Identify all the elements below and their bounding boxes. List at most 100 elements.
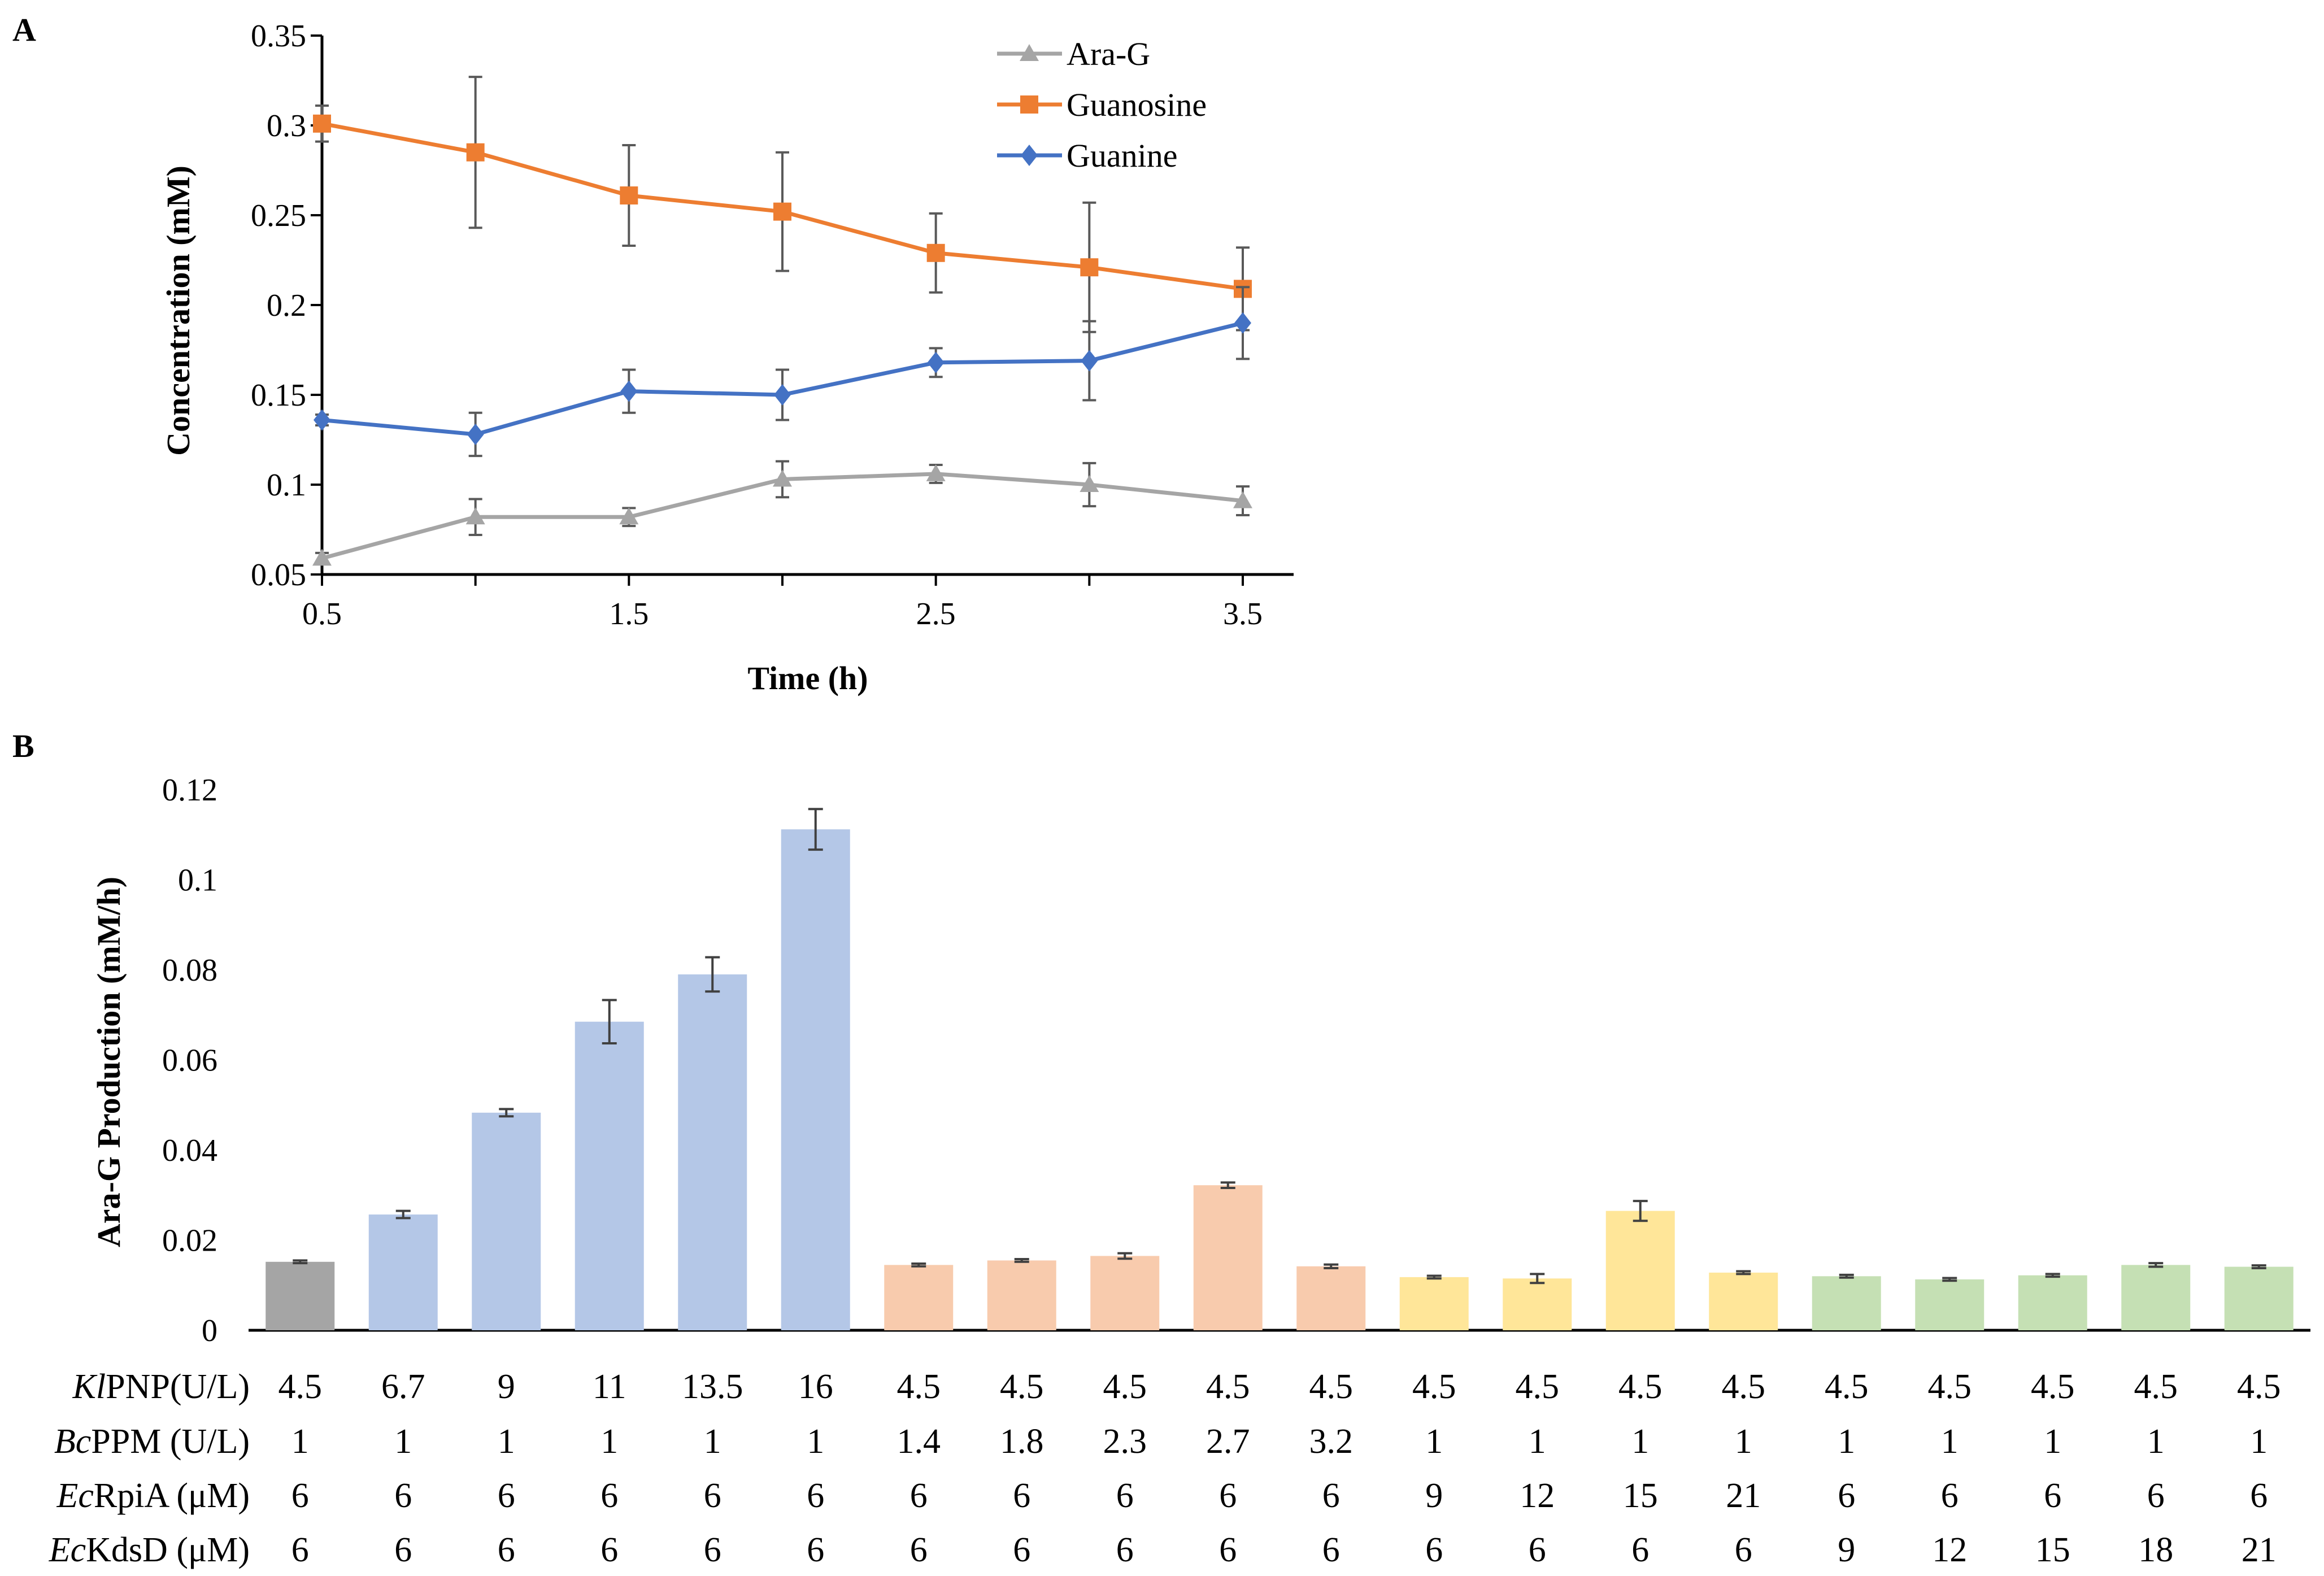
- bar: [2224, 1266, 2293, 1330]
- table-cell: 6: [1735, 1531, 1752, 1569]
- table-cell: 15: [2035, 1531, 2070, 1569]
- panel-a: A Concentration (mM) Time (h) 0.05 0.1 0.1…: [12, 11, 1294, 696]
- table-cell: 6: [1941, 1477, 1959, 1515]
- table-cell: 6: [1013, 1477, 1030, 1515]
- data-point-guanine: [774, 384, 791, 406]
- panel-b-y-tick-label: 0.04: [162, 1133, 217, 1168]
- panel-a-y-tick-label: 0.15: [251, 378, 306, 413]
- panel-a-legend: Ara-G Guanosine Guanine: [997, 36, 1207, 174]
- panel-a-y-tick-label: 0.3: [267, 108, 306, 143]
- table-cell: 18: [2138, 1531, 2173, 1569]
- table-cell: 6: [600, 1477, 618, 1515]
- bar: [884, 1265, 954, 1330]
- table-cell: 4.5: [1825, 1368, 1869, 1406]
- table-cell: 2.3: [1103, 1422, 1147, 1461]
- table-cell: 1: [1425, 1422, 1443, 1461]
- panel-a-y-tick-label: 0.35: [251, 19, 306, 54]
- table-cell: 6: [1322, 1477, 1340, 1515]
- data-point-guanine: [1081, 350, 1098, 372]
- table-cell: 6: [1116, 1477, 1134, 1515]
- table-row-label-italic: Kl: [72, 1368, 106, 1406]
- bar: [987, 1260, 1056, 1330]
- table-cell: 1.8: [1000, 1422, 1044, 1461]
- panel-a-x-tick-label: 1.5: [609, 597, 649, 632]
- table-cell: 3.2: [1309, 1422, 1354, 1461]
- table-cell: 6.7: [381, 1368, 425, 1406]
- panel-b-condition-table: KlPNP(U/L) 4.5 6.7 9 11 13.5 16 4.5 4.5 4.5 4.5 4.5…: [49, 1368, 2281, 1569]
- bar: [678, 974, 747, 1330]
- legend-label-guanosine: Guanosine: [1067, 86, 1207, 123]
- table-cell: 6: [1219, 1531, 1237, 1569]
- table-cell: 6: [1219, 1477, 1237, 1515]
- panel-a-x-axis-label: Time (h): [747, 660, 868, 696]
- table-cell: 6: [1322, 1531, 1340, 1569]
- table-cell: 15: [1623, 1477, 1658, 1515]
- data-point-ara-g: [1233, 491, 1252, 508]
- table-cell: 6: [394, 1477, 412, 1515]
- table-cell: 9: [1425, 1477, 1443, 1515]
- panel-b-y-axis-label: Ara-G Production (mM/h): [90, 877, 127, 1247]
- table-cell: 6: [910, 1531, 928, 1569]
- table-cell: 1: [1631, 1422, 1649, 1461]
- panel-a-y-tick-label: 0.05: [251, 558, 306, 593]
- table-cell: 2.7: [1206, 1422, 1250, 1461]
- table-cell: 13.5: [682, 1368, 743, 1406]
- table-row-label-rest: PNP(U/L): [106, 1368, 250, 1406]
- table-cell: 1: [291, 1422, 309, 1461]
- table-cell: 6: [600, 1531, 618, 1569]
- data-point-guanine: [1234, 312, 1251, 334]
- table-cell: 6: [2147, 1477, 2165, 1515]
- table-cell: 4.5: [1103, 1368, 1147, 1406]
- table-row-label-rest: KdsD (μM): [86, 1531, 250, 1569]
- table-cell: 6: [291, 1531, 309, 1569]
- panel-b-y-tick-label: 0: [202, 1313, 217, 1348]
- panel-a-axes: 0.05 0.1 0.15 0.2 0.25 0.3 0.35 0.5 1.5 2.5 3.5: [251, 19, 1294, 632]
- series-ara-g: [312, 460, 1252, 566]
- panel-b-y-tick-label: 0.06: [162, 1043, 217, 1078]
- table-cell: 4.5: [1000, 1368, 1044, 1406]
- table-cell: 4.5: [278, 1368, 323, 1406]
- table-cell: 4.5: [1412, 1368, 1456, 1406]
- table-cell: 9: [1838, 1531, 1855, 1569]
- table-row-label-italic: Ec: [56, 1477, 94, 1515]
- data-point-ara-g: [1080, 475, 1099, 492]
- table-cell: 4.5: [2134, 1368, 2178, 1406]
- panel-a-x-tick-label: 0.5: [302, 597, 342, 632]
- table-row-label: KlPNP(U/L): [72, 1368, 250, 1406]
- data-point-guanine: [927, 351, 945, 373]
- table-cell: 6: [910, 1477, 928, 1515]
- data-point-guanine: [620, 380, 638, 402]
- table-row-label-rest: RpiA (μM): [94, 1477, 250, 1515]
- table-cell: 6: [807, 1477, 824, 1515]
- bar: [575, 1021, 644, 1330]
- bar: [368, 1214, 438, 1330]
- table-cell: 4.5: [1206, 1368, 1250, 1406]
- panel-a-y-tick-label: 0.1: [267, 468, 306, 503]
- table-cell: 1: [1529, 1422, 1546, 1461]
- bar: [1090, 1256, 1160, 1330]
- panel-a-label: A: [12, 11, 36, 48]
- table-cell: 1: [704, 1422, 721, 1461]
- bar: [266, 1261, 335, 1330]
- table-cell: 1.4: [897, 1422, 941, 1461]
- data-point-guanosine: [926, 243, 945, 262]
- table-cell: 6: [807, 1531, 824, 1569]
- panel-a-x-tick-label: 2.5: [916, 597, 956, 632]
- data-point-guanosine: [1080, 258, 1099, 277]
- bar: [1193, 1185, 1263, 1330]
- panel-a-series: [312, 76, 1252, 566]
- panel-a-y-tick-label: 0.2: [267, 288, 306, 323]
- table-cell: 6: [498, 1531, 515, 1569]
- table-cell: 16: [798, 1368, 833, 1406]
- table-cell: 6: [704, 1531, 721, 1569]
- table-cell: 12: [1520, 1477, 1555, 1515]
- panel-b-y-tick-label: 0.08: [162, 953, 217, 988]
- table-row-label-italic: Ec: [49, 1531, 86, 1569]
- table-cell: 12: [1932, 1531, 1967, 1569]
- table-cell: 4.5: [1309, 1368, 1354, 1406]
- panel-b-label: B: [12, 728, 34, 764]
- data-point-guanosine: [773, 202, 791, 221]
- panel-b-y-tick-label: 0.12: [162, 773, 217, 808]
- data-point-guanosine: [620, 186, 638, 205]
